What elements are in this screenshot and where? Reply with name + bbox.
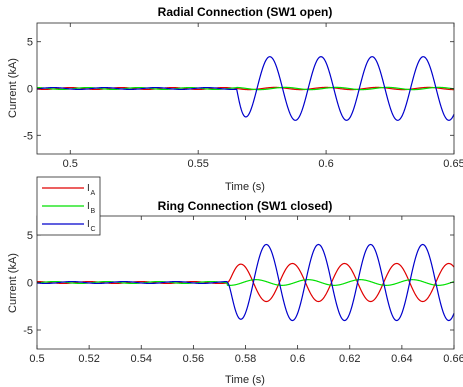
ring-ticks-group: 0.5 0.52 0.54 0.56 0.58 0.6 0.62 0.64 0.66 5 0 -5	[23, 216, 463, 365]
legend-entry-subscript: B	[91, 208, 96, 215]
ring-x-tick-label: 0.58	[235, 353, 256, 365]
legend-entry-label: I	[87, 219, 90, 230]
ring-plot-title: Ring Connection (SW1 closed)	[158, 199, 333, 213]
ring-x-tick-label: 0.54	[131, 353, 152, 365]
radial-y-tick-label: 0	[27, 84, 33, 96]
radial-plot: Radial Connection (SW1 open) 0.5 0.55 0.6 0…	[7, 5, 463, 193]
ring-x-axis-label: Time (s)	[225, 374, 265, 386]
ring-x-tick-label: 0.56	[183, 353, 204, 365]
radial-y-axis-label: Current (kA)	[7, 58, 19, 118]
radial-y-tick-label: 5	[27, 37, 33, 49]
radial-x-tick-label: 0.65	[443, 158, 463, 170]
radial-ticks-group: 0.5 0.55 0.6 0.65 5 0 -5	[23, 23, 463, 170]
ring-x-tick-label: 0.6	[290, 353, 305, 365]
ring-x-tick-label: 0.62	[339, 353, 360, 365]
ring-x-tick-label: 0.66	[443, 353, 463, 365]
ring-x-tick-label: 0.5	[29, 353, 44, 365]
radial-series-c-line	[36, 56, 455, 121]
ring-x-tick-label: 0.52	[78, 353, 99, 365]
radial-x-tick-label: 0.6	[318, 158, 333, 170]
ring-y-tick-label: -5	[23, 325, 33, 337]
radial-x-axis-label: Time (s)	[225, 181, 265, 193]
ring-series-a-line	[37, 262, 455, 303]
legend-entry-label: I	[87, 201, 90, 212]
radial-series-group	[36, 56, 455, 121]
legend-entry-subscript: A	[91, 190, 96, 197]
radial-y-tick-label: -5	[23, 130, 33, 142]
legend-entry-label: I	[87, 183, 90, 194]
ring-series-group	[36, 243, 455, 322]
legend-entry-subscript: C	[91, 226, 96, 233]
ring-series-c-line	[36, 243, 455, 322]
ring-y-axis-label: Current (kA)	[7, 253, 19, 313]
legend: I AI BI C	[36, 176, 101, 236]
ring-y-tick-label: 0	[27, 278, 33, 290]
radial-x-tick-label: 0.5	[63, 158, 78, 170]
radial-plot-title: Radial Connection (SW1 open)	[158, 5, 333, 19]
ring-x-tick-label: 0.64	[391, 353, 412, 365]
radial-x-tick-label: 0.55	[187, 158, 208, 170]
ring-y-tick-label: 5	[27, 230, 33, 242]
ring-plot: Ring Connection (SW1 closed) 0.5 0.52 0.54…	[7, 199, 463, 386]
